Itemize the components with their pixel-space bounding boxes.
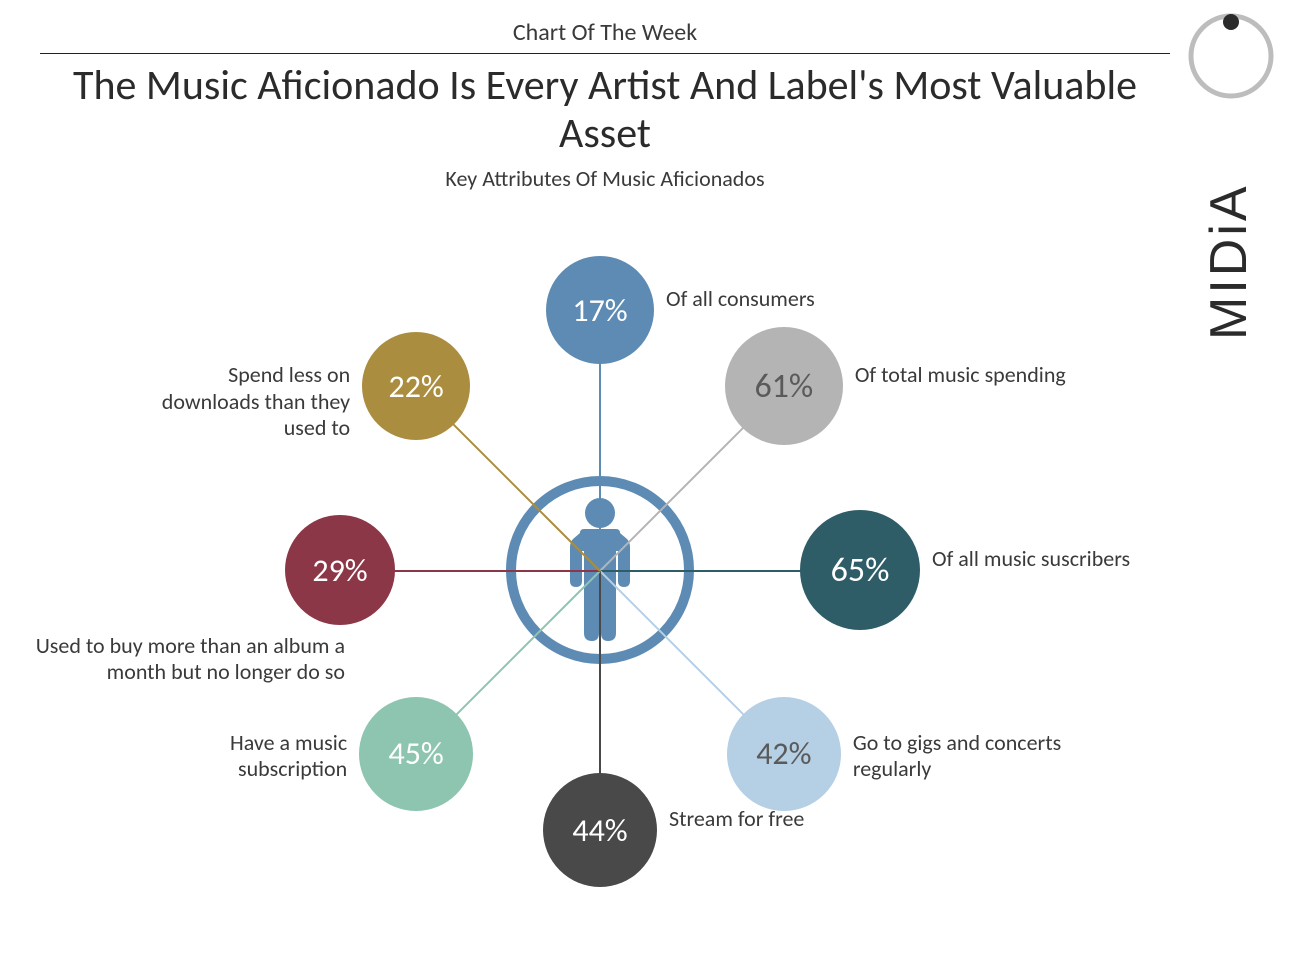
stat-bubble: 22% [362,332,470,440]
stat-label: Have a music subscription [167,730,347,783]
stat-bubble: 42% [727,697,841,811]
stat-label: Of total music spending [855,362,1135,388]
stat-bubble: 65% [800,510,920,630]
stat-bubble: 44% [543,773,657,887]
stat-label: Go to gigs and concerts regularly [853,730,1073,783]
logo-text: MIDiA [1200,183,1258,340]
stat-label: Stream for free [669,806,869,832]
midia-logo: MIDiA [1186,10,1276,350]
page-subtitle: Key Attributes Of Music Aficionados [40,165,1170,192]
radial-diagram: 17% Of all consumers 61% Of total music spe… [40,200,1160,940]
stat-label: Of all consumers [666,286,896,312]
stat-bubble: 29% [285,515,395,625]
stat-label: Spend less on downloads than they used t… [150,362,350,441]
chart-kicker: Chart Of The Week [40,18,1170,54]
stat-label: Used to buy more than an album a month b… [0,633,345,686]
stat-bubble: 45% [359,697,473,811]
header: Chart Of The Week The Music Aficionado I… [40,18,1170,192]
page-title: The Music Aficionado Is Every Artist And… [40,62,1170,159]
stat-bubble: 61% [725,327,843,445]
stat-label: Of all music suscribers [932,546,1132,572]
stat-bubble: 17% [546,256,654,364]
